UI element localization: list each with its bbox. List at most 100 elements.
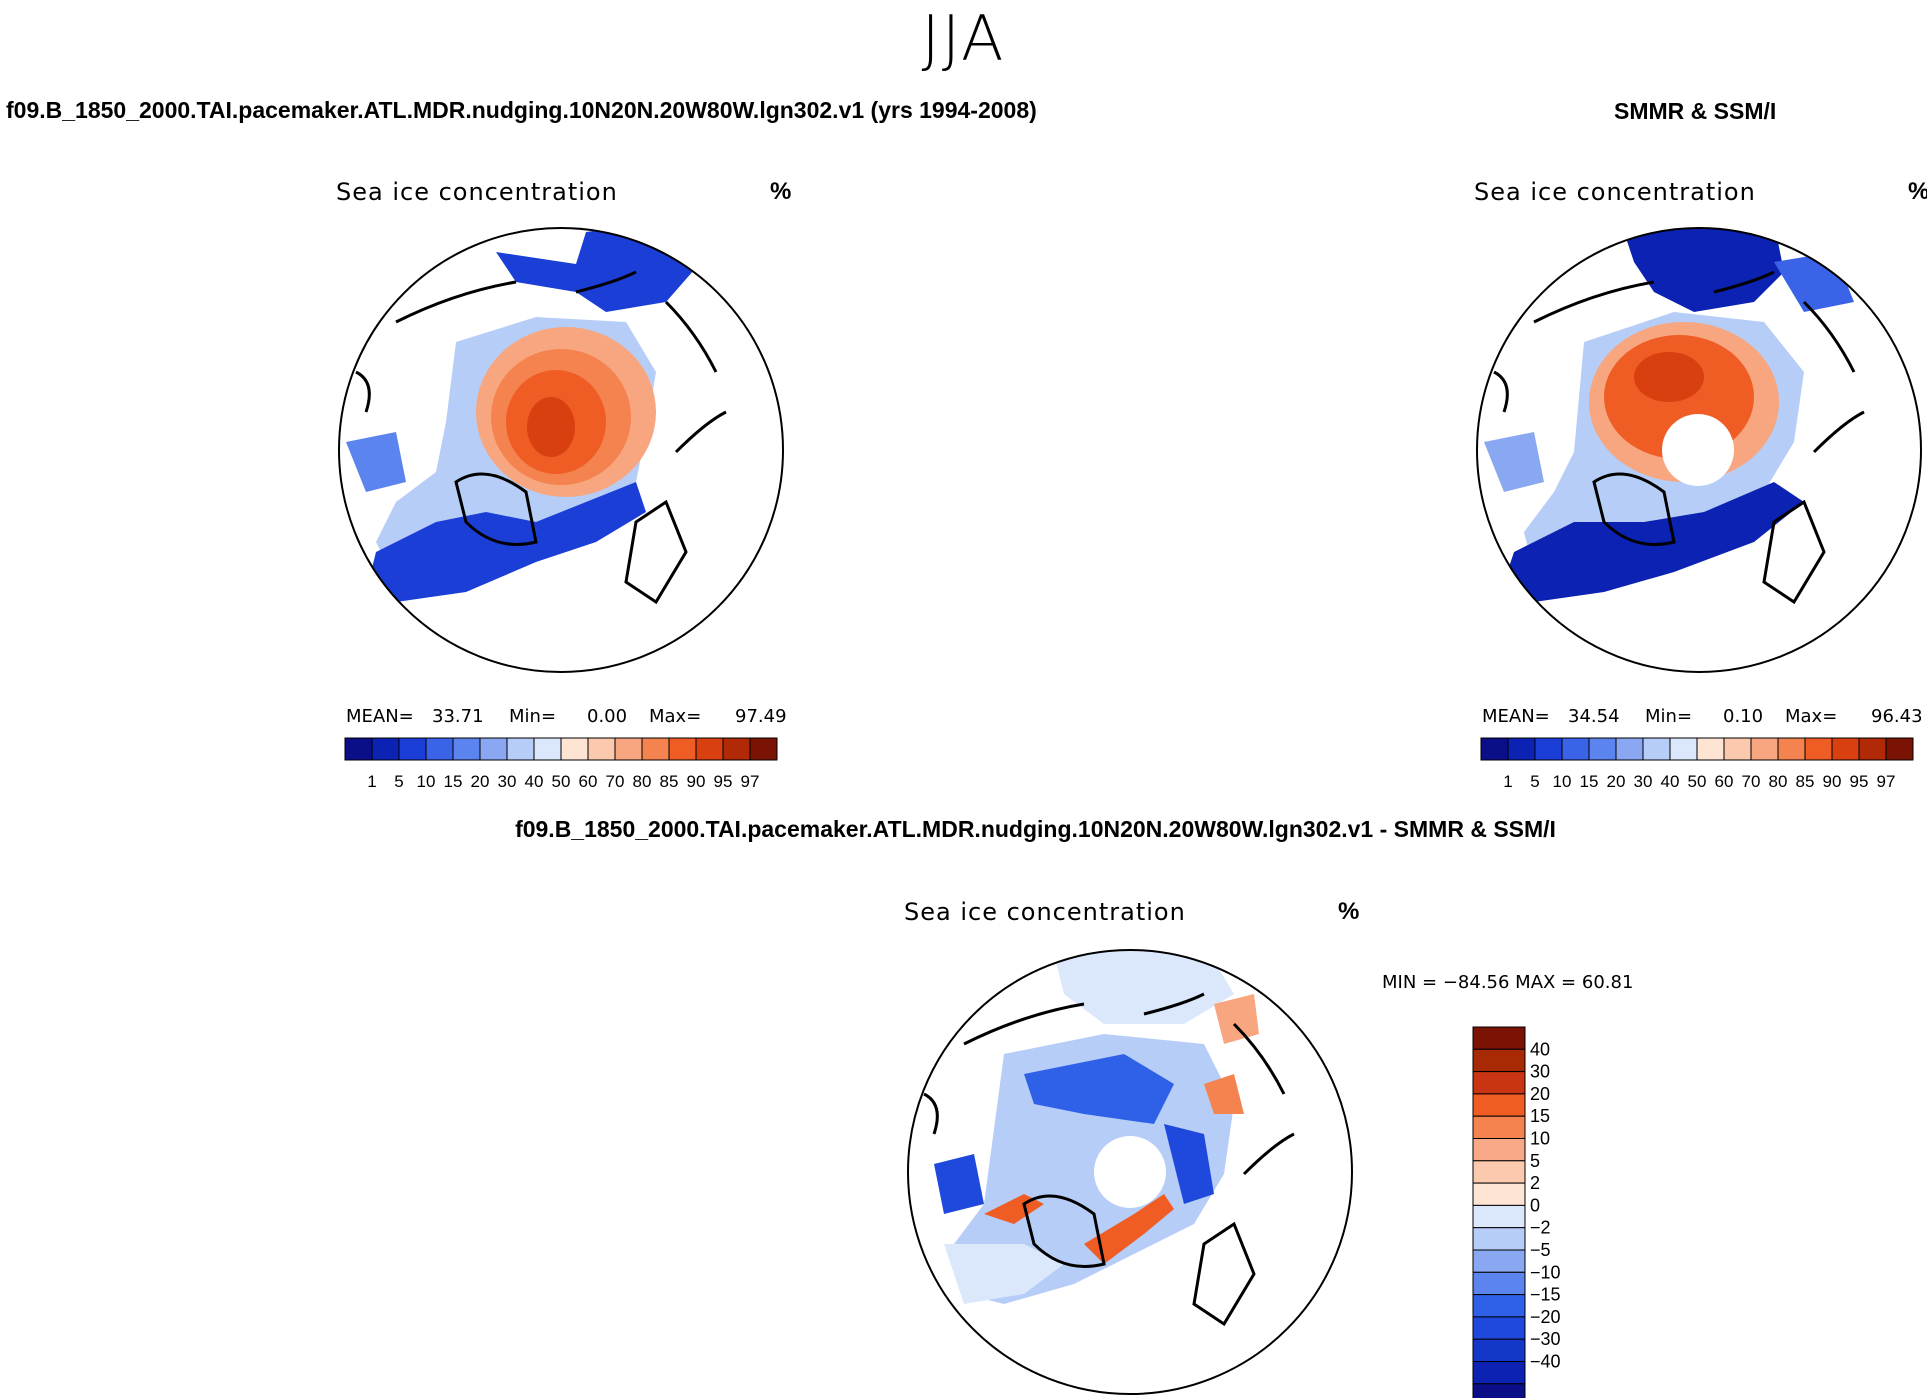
- model-colorbar: 1 5 10 15 20 30 40 50 60 70 80 85 90 95 97: [344, 737, 778, 791]
- model-coastlines: [355, 270, 727, 605]
- colorbar-tick-label: 97: [741, 772, 760, 791]
- obs-ice-pack-max: [1634, 352, 1704, 402]
- colorbar-swatch: [1472, 1160, 1526, 1184]
- colorbar-tick-label: 10: [1553, 772, 1572, 791]
- colorbar-tick-label: 80: [1769, 772, 1788, 791]
- colorbar-swatch: [1831, 737, 1860, 761]
- colorbar-swatch: [1472, 1249, 1526, 1273]
- colorbar-tick-label: 20: [471, 772, 490, 791]
- obs-mean-value: 34.54: [1568, 706, 1620, 727]
- colorbar-tick-label: 40: [1530, 1039, 1550, 1059]
- colorbar-tick-label: 5: [394, 772, 403, 791]
- diff-positive-1: [1084, 1194, 1174, 1264]
- colorbar-tick-label: 95: [1850, 772, 1869, 791]
- season-title: JJA: [921, 2, 1006, 75]
- colorbar-tick-label: −5: [1530, 1240, 1551, 1260]
- colorbar-swatch: [1858, 737, 1887, 761]
- obs-ice-atlantic: [1504, 482, 1804, 602]
- obs-max-label: Max=: [1785, 706, 1838, 727]
- colorbar-tick-label: 5: [1530, 772, 1539, 791]
- colorbar-tick-label: 50: [552, 772, 571, 791]
- colorbar-swatch: [1750, 737, 1779, 761]
- colorbar-swatch: [1472, 1271, 1526, 1296]
- colorbar-tick-label: −10: [1530, 1262, 1561, 1282]
- colorbar-swatch: [1696, 737, 1725, 761]
- model-min-label: Min=: [509, 706, 557, 727]
- colorbar-swatch: [722, 737, 751, 761]
- obs-max-value: 96.43: [1871, 706, 1923, 727]
- colorbar-swatch: [1472, 1227, 1526, 1251]
- diff-negative-1: [1024, 1054, 1174, 1124]
- colorbar-swatch: [1472, 1294, 1526, 1318]
- colorbar-tick-label: 70: [1742, 772, 1761, 791]
- colorbar-tick-label: 85: [1796, 772, 1815, 791]
- obs-panel-header: SMMR & SSM/I: [1614, 98, 1777, 124]
- model-mean-label: MEAN=: [346, 706, 414, 727]
- colorbar-tick-label: 2: [1530, 1173, 1540, 1193]
- colorbar-swatch: [1480, 737, 1509, 761]
- colorbar-swatch: [398, 737, 427, 761]
- colorbar-swatch: [560, 737, 589, 761]
- model-polar-map: [338, 227, 784, 673]
- colorbar-swatch: [1472, 1071, 1526, 1095]
- colorbar-swatch: [1534, 737, 1563, 761]
- colorbar-tick-label: 10: [1530, 1129, 1550, 1149]
- colorbar-swatch: [1804, 737, 1833, 761]
- colorbar-swatch: [1507, 737, 1536, 761]
- colorbar-swatch: [533, 737, 562, 761]
- colorbar-tick-label: 40: [1661, 772, 1680, 791]
- colorbar-tick-label: 20: [1607, 772, 1626, 791]
- colorbar-tick-label: 30: [1634, 772, 1653, 791]
- diff-atlantic: [944, 1244, 1064, 1304]
- colorbar-swatch: [506, 737, 535, 761]
- diff-coastlines: [923, 992, 1295, 1327]
- colorbar-swatch: [1472, 1383, 1526, 1398]
- obs-ice-bering: [1624, 228, 1784, 312]
- colorbar-swatch: [641, 737, 670, 761]
- colorbar-swatch: [1472, 1138, 1526, 1162]
- colorbar-swatch: [1561, 737, 1590, 761]
- colorbar-tick-label: 95: [714, 772, 733, 791]
- obs-colorbar: 1 5 10 15 20 30 40 50 60 70 80 85 90 95 97: [1480, 737, 1914, 791]
- model-mean-value: 33.71: [432, 706, 484, 727]
- model-max-value: 97.49: [735, 706, 787, 727]
- model-max-label: Max=: [649, 706, 702, 727]
- colorbar-swatch: [614, 737, 643, 761]
- colorbar-swatch: [1777, 737, 1806, 761]
- colorbar-swatch: [344, 737, 373, 761]
- colorbar-tick-label: 1: [367, 772, 376, 791]
- colorbar-tick-label: −20: [1530, 1307, 1561, 1327]
- colorbar-swatch: [1472, 1204, 1526, 1229]
- colorbar-swatch: [1472, 1115, 1526, 1139]
- obs-pole-hole: [1662, 414, 1734, 486]
- colorbar-tick-label: 15: [444, 772, 463, 791]
- colorbar-swatch: [1472, 1361, 1526, 1385]
- model-ice-pack-max: [527, 397, 575, 457]
- colorbar-swatch: [1472, 1093, 1526, 1117]
- diff-panel-header: f09.B_1850_2000.TAI.pacemaker.ATL.MDR.nu…: [515, 816, 1556, 842]
- colorbar-swatch: [1472, 1338, 1526, 1363]
- colorbar-tick-label: 60: [1715, 772, 1734, 791]
- diff-units: %: [1338, 898, 1360, 925]
- colorbar-swatch: [1642, 737, 1671, 761]
- diff-map-boundary: [907, 949, 1353, 1395]
- colorbar-tick-label: 15: [1530, 1106, 1550, 1126]
- colorbar-tick-label: 30: [498, 772, 517, 791]
- colorbar-tick-label: −40: [1530, 1352, 1561, 1372]
- colorbar-swatch: [1472, 1316, 1526, 1340]
- colorbar-swatch: [587, 737, 616, 761]
- colorbar-swatch: [1472, 1182, 1526, 1206]
- colorbar-swatch: [479, 737, 508, 761]
- colorbar-tick-label: 70: [606, 772, 625, 791]
- colorbar-tick-label: −2: [1530, 1218, 1551, 1238]
- diff-bering: [1054, 950, 1234, 1024]
- colorbar-swatch: [1669, 737, 1698, 761]
- colorbar-tick-label: −15: [1530, 1285, 1561, 1305]
- colorbar-tick-label: 85: [660, 772, 679, 791]
- model-min-value: 0.00: [587, 706, 628, 727]
- colorbar-swatch: [1472, 1048, 1526, 1073]
- colorbar-swatch: [1723, 737, 1752, 761]
- diff-pole-hole: [1094, 1136, 1166, 1208]
- colorbar-swatch: [1885, 737, 1914, 761]
